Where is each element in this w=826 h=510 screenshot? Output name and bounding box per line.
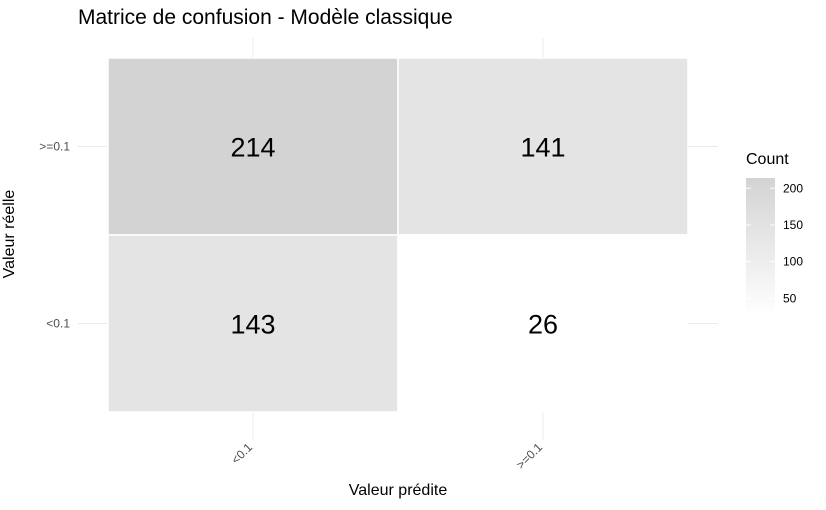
cell-value-label: 26: [528, 310, 558, 340]
x-axis-label: Valeur prédite: [348, 482, 448, 499]
heatmap-cell: [107, 234, 399, 413]
y-axis-label: Valeur réelle: [1, 189, 18, 279]
heatmap-cell: [397, 57, 689, 236]
cell-value-label: 143: [230, 310, 275, 340]
legend-colorbar: [746, 178, 775, 316]
chart-title: Matrice de confusion - Modèle classique: [78, 6, 453, 29]
legend-tick-label: 150: [783, 218, 803, 232]
cell-value-label: 214: [230, 133, 275, 163]
x-tick-label: >=0.1: [514, 440, 546, 472]
x-tick-label: <0.1: [228, 440, 255, 467]
legend-tick-label: 200: [783, 181, 803, 195]
legend-tick-label: 100: [783, 255, 803, 269]
heatmap-cell: [397, 234, 689, 413]
legend-tick-label: 50: [783, 291, 797, 305]
y-tick-label: >=0.1: [39, 140, 70, 154]
heatmap-cell: [107, 57, 399, 236]
y-tick-label: <0.1: [46, 317, 70, 331]
cell-value-label: 141: [520, 133, 565, 163]
legend-title: Count: [746, 151, 789, 168]
